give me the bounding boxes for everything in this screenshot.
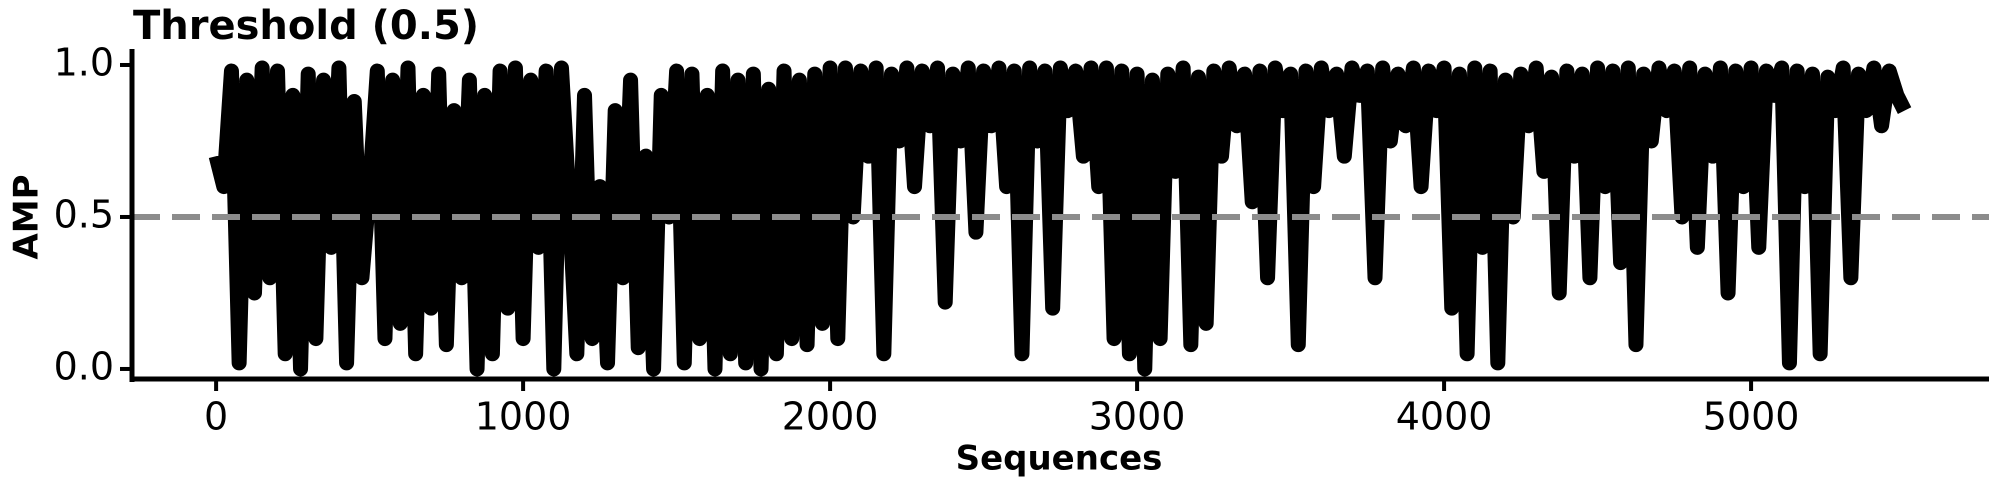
x-tick-label: 3000 [1089, 395, 1186, 439]
x-tick-label: 0 [204, 395, 228, 439]
x-tick-label: 1000 [475, 395, 572, 439]
x-tick-label: 5000 [1703, 395, 1800, 439]
x-tick-label: 2000 [782, 395, 879, 439]
y-axis-label: AMP [7, 174, 47, 259]
y-tick-label: 1.0 [54, 40, 114, 84]
x-axis-label: Sequences [956, 439, 1163, 479]
chart-title: Threshold (0.5) [133, 3, 479, 49]
y-tick-label: 0.5 [54, 192, 114, 236]
y-tick-label: 0.0 [54, 344, 114, 388]
x-tick-label: 4000 [1396, 395, 1493, 439]
data-line [208, 60, 1912, 377]
